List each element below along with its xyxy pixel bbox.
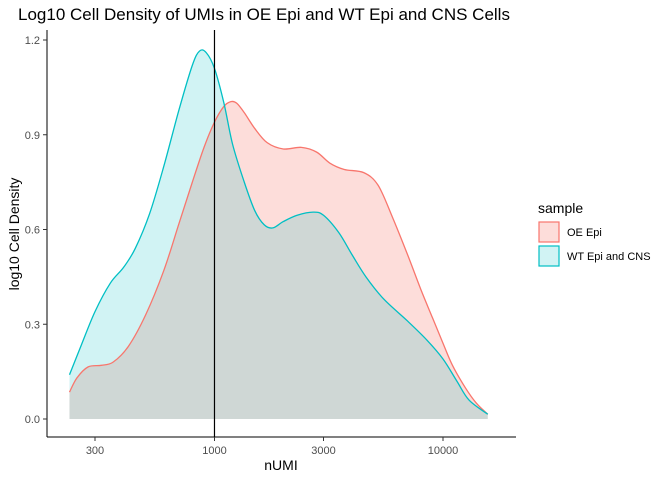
x-axis-ticks: 300 1000 3000 10000	[86, 437, 458, 457]
y-tick-label: 0.6	[25, 225, 40, 237]
legend-label: OE Epi	[567, 227, 602, 239]
x-tick-label: 3000	[311, 445, 335, 457]
y-tick-label: 1.2	[25, 35, 40, 47]
x-tick-label: 1000	[202, 445, 226, 457]
density-area-2	[69, 49, 488, 420]
legend-item: WT Epi and CNS	[538, 245, 651, 267]
density-line-2	[68, 49, 489, 415]
x-tick-label: 300	[86, 445, 104, 457]
chart-title: Log10 Cell Density of UMIs in OE Epi and…	[18, 5, 510, 24]
x-axis-title: nUMI	[264, 457, 297, 473]
density-area-1	[69, 101, 488, 419]
series-layer	[68, 49, 489, 420]
y-tick-label: 0.3	[25, 319, 40, 331]
y-tick-label: 0.0	[25, 414, 40, 426]
y-axis-title: log10 Cell Density	[6, 178, 22, 291]
density-line-1	[68, 100, 489, 415]
x-tick-label: 10000	[428, 445, 459, 457]
y-axis-ticks: 0.0 0.3 0.6 0.9 1.2	[25, 35, 47, 426]
legend: sample OE Epi WT Epi and CNS	[538, 200, 651, 267]
legend-item: OE Epi	[538, 221, 602, 243]
y-tick-label: 0.9	[25, 130, 40, 142]
legend-label: WT Epi and CNS	[567, 251, 651, 263]
legend-swatch	[538, 245, 560, 267]
legend-title: sample	[538, 200, 583, 216]
legend-swatch	[538, 221, 560, 243]
